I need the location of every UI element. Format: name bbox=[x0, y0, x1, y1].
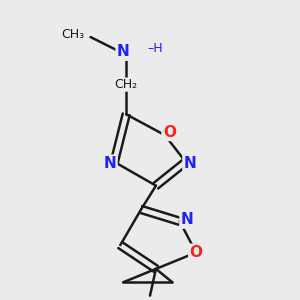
Text: N: N bbox=[117, 44, 130, 59]
Text: O: O bbox=[163, 125, 176, 140]
Text: CH₂: CH₂ bbox=[115, 78, 138, 91]
Text: –H: –H bbox=[147, 42, 163, 56]
Text: N: N bbox=[181, 212, 194, 227]
Text: O: O bbox=[190, 245, 202, 260]
Text: CH₃: CH₃ bbox=[61, 28, 85, 40]
Text: N: N bbox=[103, 156, 116, 171]
Text: N: N bbox=[184, 156, 196, 171]
